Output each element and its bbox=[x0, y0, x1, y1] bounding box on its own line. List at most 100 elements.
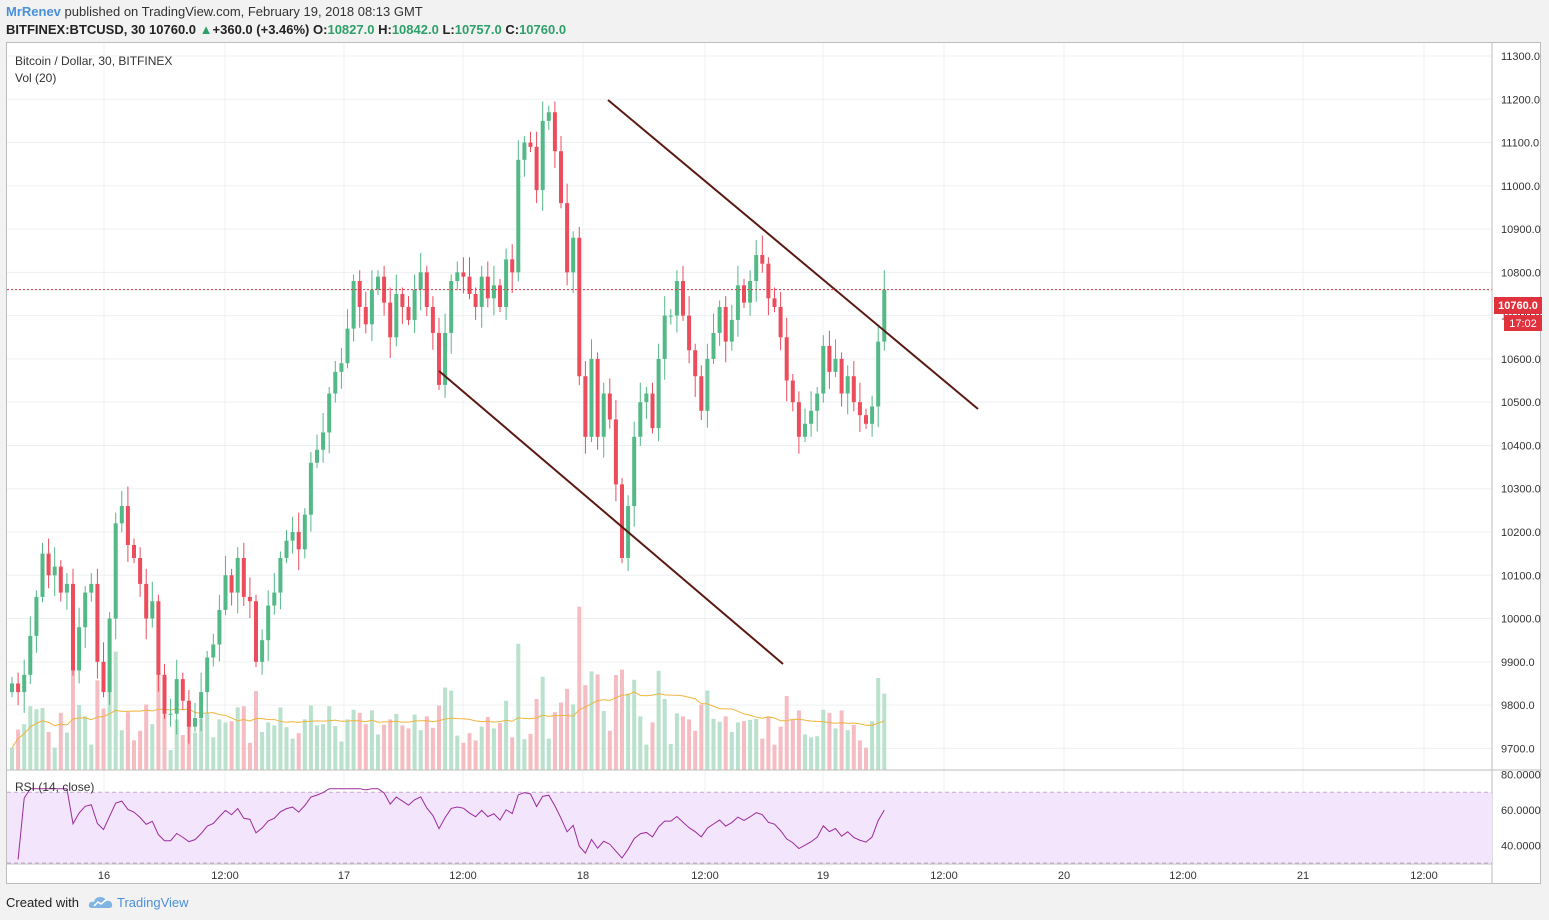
volume-bar bbox=[400, 725, 405, 770]
time-axis: 16 12:00 17 12:00 18 12:00 19 12:00 20 12:00 21 12:… bbox=[98, 870, 1438, 882]
candle-body bbox=[437, 332, 441, 385]
candle-body bbox=[552, 112, 557, 152]
candle-body bbox=[339, 363, 344, 372]
candle-body bbox=[363, 306, 368, 325]
candle-body bbox=[77, 627, 82, 671]
price-tick-label: 9700.0 bbox=[1501, 743, 1535, 755]
candle-body bbox=[760, 255, 765, 264]
candle-body bbox=[790, 380, 795, 403]
candle-body bbox=[717, 306, 722, 333]
volume-bar bbox=[485, 717, 490, 770]
author-link[interactable]: MrRenev bbox=[6, 4, 61, 19]
candle-body bbox=[613, 419, 618, 485]
low-value: 10757.0 bbox=[454, 22, 502, 37]
candle-body bbox=[211, 644, 216, 658]
volume-bar bbox=[101, 708, 106, 770]
volume-bar bbox=[193, 732, 197, 770]
volume-bar bbox=[821, 709, 826, 770]
volume-bar bbox=[766, 716, 771, 770]
time-tick-label: 12:00 bbox=[449, 870, 477, 882]
volume-bar bbox=[382, 724, 387, 770]
volume-ma-line bbox=[11, 691, 885, 748]
volume-bar bbox=[10, 747, 14, 770]
high-value: 10842.0 bbox=[391, 22, 439, 37]
volume-bar bbox=[333, 726, 338, 770]
price-tick-label: 10600.0 bbox=[1501, 354, 1541, 366]
volume-bar bbox=[89, 744, 94, 770]
volume-bar bbox=[778, 726, 783, 770]
candle-body bbox=[577, 237, 582, 377]
rsi-line bbox=[17, 788, 885, 860]
price-badge: 10760.0 17:02 bbox=[1494, 297, 1542, 331]
candle-body bbox=[620, 484, 624, 558]
candle-body bbox=[705, 358, 710, 411]
candle-body bbox=[22, 674, 27, 693]
candle-body bbox=[333, 371, 338, 394]
volume-bar bbox=[748, 720, 753, 770]
candle-body bbox=[473, 293, 478, 307]
volume-bar bbox=[406, 728, 411, 770]
candle-body bbox=[16, 683, 21, 693]
trendline-upper bbox=[607, 99, 979, 410]
candle-body bbox=[662, 315, 667, 359]
candle-body bbox=[607, 393, 612, 420]
volume-bar bbox=[162, 709, 167, 770]
candle-body bbox=[638, 402, 643, 437]
volume-bar bbox=[735, 722, 740, 770]
candle-body bbox=[180, 679, 185, 701]
publish-header: MrRenev published on TradingView.com, Fe… bbox=[0, 0, 1549, 42]
volume-bar bbox=[266, 722, 271, 770]
candle-body bbox=[369, 289, 374, 325]
trendline-lower bbox=[438, 370, 784, 665]
volume-bar bbox=[681, 716, 685, 770]
volume-bar bbox=[315, 725, 319, 770]
price-tick-label: 10900.0 bbox=[1501, 224, 1541, 236]
candle-body bbox=[357, 281, 362, 307]
candle-body bbox=[876, 341, 881, 407]
price-tick-label: 9800.0 bbox=[1501, 700, 1535, 712]
time-tick-label: 16 bbox=[98, 870, 110, 882]
volume-bar bbox=[95, 680, 100, 770]
candle-body bbox=[418, 272, 423, 290]
candle-body bbox=[278, 557, 283, 593]
volume-bar bbox=[754, 718, 759, 770]
volume-bar bbox=[132, 740, 136, 770]
change-up-icon: ▲ bbox=[199, 22, 213, 37]
time-tick-label: 21 bbox=[1297, 870, 1309, 882]
volume-bar bbox=[796, 710, 801, 770]
rsi-tick-label: 80.0000 bbox=[1501, 770, 1541, 782]
candle-body bbox=[784, 337, 789, 381]
candle-body bbox=[260, 640, 265, 662]
volume-bar bbox=[534, 699, 539, 770]
volume-bar bbox=[565, 688, 570, 770]
volume-bar bbox=[22, 724, 27, 770]
chart-canvas[interactable]: 9700.0 9800.0 9900.0 10000.0 10100.0 10200.0 1… bbox=[7, 43, 1542, 885]
volume-bar bbox=[491, 728, 496, 770]
candle-body bbox=[595, 358, 600, 437]
candle-body bbox=[162, 674, 167, 714]
price-tick-label: 10400.0 bbox=[1501, 440, 1541, 452]
tradingview-cloud-icon bbox=[88, 897, 113, 908]
candle-body bbox=[119, 506, 124, 524]
chart-frame[interactable]: 9700.0 9800.0 9900.0 10000.0 10100.0 10200.0 1… bbox=[6, 42, 1542, 885]
volume-bar bbox=[223, 722, 228, 770]
candles bbox=[10, 101, 887, 744]
candle-body bbox=[89, 583, 94, 593]
grid-lines bbox=[7, 43, 1492, 864]
low-label: L: bbox=[442, 22, 455, 37]
countdown-badge-bg bbox=[1504, 315, 1542, 331]
tradingview-link[interactable]: TradingView bbox=[117, 895, 189, 910]
candle-body bbox=[479, 276, 484, 307]
volume-bar bbox=[77, 705, 82, 770]
candle-body bbox=[565, 203, 570, 273]
candle-body bbox=[559, 151, 563, 204]
volume-bar bbox=[668, 744, 673, 770]
candle-body bbox=[461, 272, 466, 277]
candle-body bbox=[388, 302, 393, 338]
volume-bar bbox=[296, 733, 301, 770]
volume-bar bbox=[138, 730, 143, 770]
volume-bar bbox=[559, 702, 563, 770]
candle-body bbox=[504, 259, 509, 307]
candle-body bbox=[498, 285, 502, 307]
candle-body bbox=[485, 276, 490, 299]
